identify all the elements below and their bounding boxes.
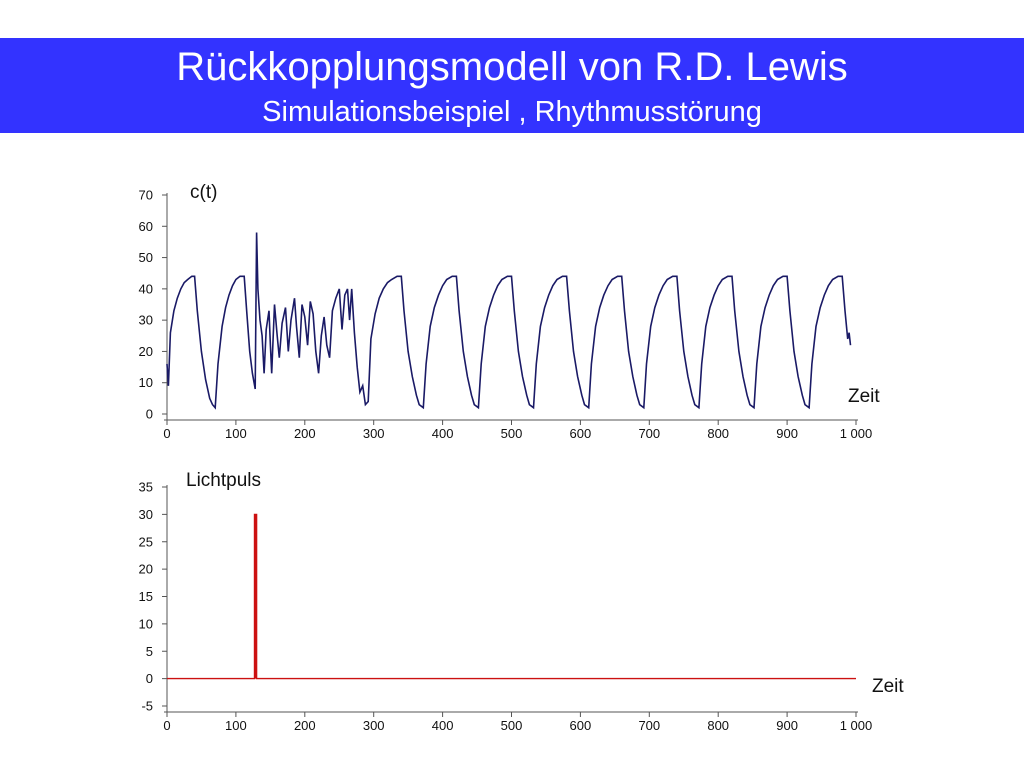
y-tick-label: 35 — [139, 480, 153, 495]
slide-subtitle: Simulationsbeispiel , Rhythmusstörung — [262, 96, 762, 128]
x-tick-label: 200 — [294, 426, 316, 441]
x-tick-label: 1 000 — [840, 426, 873, 441]
y-tick-label: 0 — [146, 407, 153, 422]
y-tick-label: 30 — [139, 507, 153, 522]
x-tick-label: 400 — [432, 718, 454, 733]
y-tick-label: 70 — [139, 188, 153, 203]
y-tick-label: 20 — [139, 562, 153, 577]
x-tick-label: 500 — [501, 426, 523, 441]
x-tick-label: 300 — [363, 718, 385, 733]
y-tick-label: -5 — [141, 699, 153, 714]
series-line — [167, 513, 856, 680]
x-tick-label: 700 — [638, 426, 660, 441]
y-tick-label: 60 — [139, 219, 153, 234]
x-tick-label: 100 — [225, 426, 247, 441]
x-tick-label: 600 — [570, 718, 592, 733]
y-tick-label: 40 — [139, 281, 153, 296]
y-tick-label: 10 — [139, 616, 153, 631]
y-tick-label: 30 — [139, 313, 153, 328]
x-tick-label: 400 — [432, 426, 454, 441]
title-banner: Rückkopplungsmodell von R.D. Lewis Simul… — [0, 38, 1024, 133]
x-tick-label: 600 — [570, 426, 592, 441]
x-tick-label: 900 — [776, 718, 798, 733]
x-tick-label: 800 — [707, 426, 729, 441]
x-tick-label: 200 — [294, 718, 316, 733]
x-tick-label: 500 — [501, 718, 523, 733]
y-tick-label: 5 — [146, 644, 153, 659]
y-tick-label: 10 — [139, 375, 153, 390]
x-tick-label: 0 — [163, 718, 170, 733]
y-axis-label: Lichtpuls — [186, 470, 261, 491]
y-axis-label: c(t) — [190, 182, 217, 203]
x-axis-label: Zeit — [872, 676, 904, 697]
series-line — [166, 232, 852, 410]
x-tick-label: 100 — [225, 718, 247, 733]
y-tick-label: 20 — [139, 344, 153, 359]
x-tick-label: 800 — [707, 718, 729, 733]
x-axis-label: Zeit — [848, 386, 880, 407]
y-tick-label: 0 — [146, 671, 153, 686]
x-tick-label: 0 — [163, 426, 170, 441]
x-tick-label: 700 — [638, 718, 660, 733]
y-tick-label: 25 — [139, 534, 153, 549]
y-tick-label: 15 — [139, 589, 153, 604]
slide-title: Rückkopplungsmodell von R.D. Lewis — [176, 45, 848, 89]
x-tick-label: 900 — [776, 426, 798, 441]
x-tick-label: 1 000 — [840, 718, 873, 733]
y-tick-label: 50 — [139, 250, 153, 265]
x-tick-label: 300 — [363, 426, 385, 441]
